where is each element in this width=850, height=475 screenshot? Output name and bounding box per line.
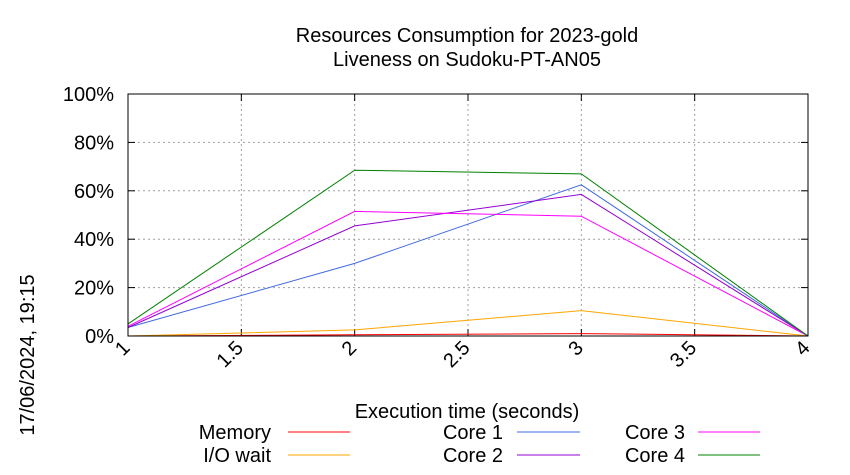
x-tick-label: 4: [791, 337, 814, 360]
y-tick-label: 100%: [63, 84, 114, 106]
series-line-core-3: [127, 210, 809, 337]
legend-label-core-4: Core 4: [625, 445, 685, 467]
legend-label-core-3: Core 3: [625, 422, 685, 444]
y-tick-label: 20%: [74, 278, 114, 300]
chart-title: Resources Consumption for 2023-gold: [296, 25, 638, 47]
timestamp-label: 17/06/2024, 19:15: [17, 274, 39, 435]
series-line-i-o-wait: [127, 310, 809, 337]
x-axis-label: Execution time (seconds): [355, 401, 580, 423]
x-tick-label: 2.5: [439, 337, 474, 372]
legend-label-i-o-wait: I/O wait: [203, 445, 271, 467]
y-tick-label: 40%: [74, 229, 114, 251]
series-line-core-4: [127, 169, 809, 337]
grid-lines: [128, 94, 808, 336]
x-tick-label: 1: [111, 337, 134, 360]
y-tick-label: 60%: [74, 181, 114, 203]
y-tick-label: 80%: [74, 132, 114, 154]
x-axis: 1 1.5 2 2.5 3 3.5 4: [111, 94, 815, 372]
x-tick-label: 1.5: [213, 337, 248, 372]
legend-label-core-2: Core 2: [443, 445, 503, 467]
plot-frame: [127, 93, 809, 337]
legend-label-memory: Memory: [199, 422, 271, 444]
x-tick-label: 3: [564, 337, 587, 360]
legend-label-core-1: Core 1: [443, 422, 503, 444]
x-tick-label: 3.5: [666, 337, 701, 372]
x-tick-label: 2: [338, 337, 361, 360]
y-tick-label: 0%: [85, 326, 114, 348]
series-lines: [127, 169, 809, 337]
series-line-core-1: [127, 184, 809, 337]
chart-subtitle: Liveness on Sudoku-PT-AN05: [333, 49, 601, 71]
y-axis: 0% 20% 40% 60% 80% 100%: [63, 84, 808, 348]
series-line-core-2: [127, 193, 809, 337]
series-line-memory: [127, 333, 809, 337]
